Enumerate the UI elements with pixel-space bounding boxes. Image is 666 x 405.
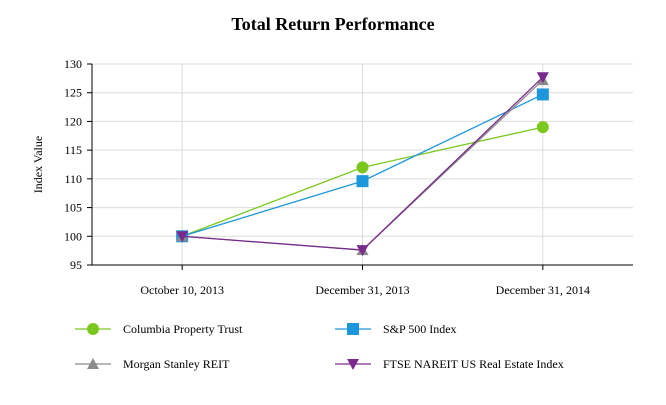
data-point <box>356 175 369 188</box>
x-tick-label: October 10, 2013 <box>140 283 224 297</box>
y-tick-label: 110 <box>64 172 82 186</box>
y-tick-label: 115 <box>64 143 82 157</box>
legend-marker <box>347 359 359 370</box>
y-tick-label: 95 <box>70 258 82 272</box>
legend-label: FTSE NAREIT US Real Estate Index <box>383 357 564 371</box>
legend-marker <box>347 323 359 335</box>
legend-marker <box>87 323 99 335</box>
y-tick-label: 125 <box>64 86 82 100</box>
x-tick-label: December 31, 2014 <box>496 283 590 297</box>
data-point <box>356 245 369 257</box>
y-tick-label: 105 <box>64 201 82 215</box>
data-point <box>176 231 189 243</box>
data-point <box>536 72 549 84</box>
y-tick-label: 130 <box>64 57 82 71</box>
y-tick-label: 120 <box>64 114 82 128</box>
legend-label: Columbia Property Trust <box>123 322 243 336</box>
y-axis-label: Index Value <box>31 136 45 193</box>
legend-label: S&P 500 Index <box>383 322 457 336</box>
legend-label: Morgan Stanley REIT <box>123 357 230 371</box>
y-tick-label: 100 <box>64 229 82 243</box>
x-tick-label: December 31, 2013 <box>315 283 409 297</box>
data-point <box>356 161 369 174</box>
data-point <box>536 121 549 134</box>
chart-title: Total Return Performance <box>231 14 435 34</box>
data-point <box>536 88 549 101</box>
legend-marker <box>87 358 99 369</box>
